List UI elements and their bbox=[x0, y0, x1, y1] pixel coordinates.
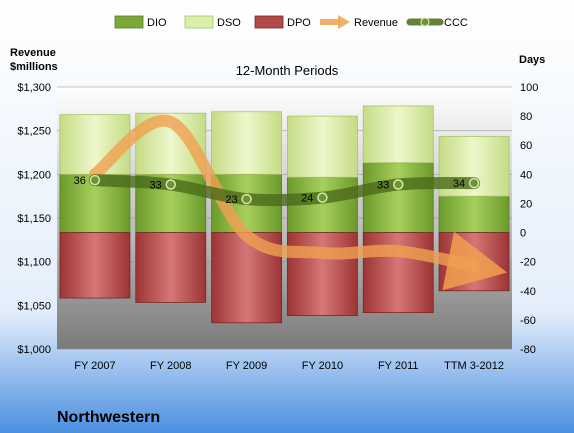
x-tick-label: FY 2007 bbox=[74, 360, 115, 372]
y-right-tick-label: -60 bbox=[520, 315, 536, 327]
ccc-point bbox=[241, 193, 252, 205]
ccc-data-label: 36 bbox=[74, 175, 86, 187]
y-left-label-line1: Revenue bbox=[10, 47, 56, 59]
revenue-line bbox=[88, 114, 508, 291]
legend-label-revenue: Revenue bbox=[354, 17, 398, 29]
y-left-tick-label: $1,300 bbox=[17, 82, 51, 94]
legend-swatch-dpo bbox=[254, 15, 284, 29]
y-right-tick-label: -20 bbox=[520, 257, 536, 269]
bar-dpo bbox=[362, 232, 434, 314]
bar-dso bbox=[211, 111, 282, 175]
legend-swatch-dso bbox=[184, 15, 214, 29]
ccc-point bbox=[317, 192, 328, 203]
y-right-tick-label: 0 bbox=[520, 228, 526, 240]
ccc-data-label: 34 bbox=[453, 178, 465, 190]
legend-swatch-revenue-head bbox=[338, 15, 350, 29]
legend-swatch-ccc-marker bbox=[420, 17, 430, 27]
bar-dso bbox=[287, 115, 358, 178]
y-right-tick-label: 20 bbox=[520, 198, 532, 210]
y-right-tick-label: -80 bbox=[520, 344, 536, 356]
y-left-tick-label: $1,250 bbox=[17, 126, 51, 138]
chart-title: 12-Month Periods bbox=[236, 63, 339, 78]
bar-dio bbox=[362, 162, 434, 233]
x-tick-label: FY 2011 bbox=[378, 360, 419, 372]
bar-dio bbox=[438, 195, 510, 233]
x-tick-label: FY 2008 bbox=[150, 360, 191, 372]
y-left-tick-label: $1,000 bbox=[17, 344, 51, 356]
x-tick-label: FY 2010 bbox=[302, 360, 343, 372]
ccc-point bbox=[468, 177, 480, 189]
axes: $1,000 $1,050 $1,100 $1,150 $1,200 $1,250 $1,3… bbox=[17, 82, 538, 372]
y-right-tick-label: 80 bbox=[520, 111, 532, 123]
ccc-data-label: 33 bbox=[150, 180, 162, 192]
y-right-label: Days bbox=[519, 54, 545, 66]
legend-label-dso: DSO bbox=[217, 17, 241, 29]
y-left-tick-label: $1,050 bbox=[17, 300, 51, 312]
y-right-tick-label: 60 bbox=[520, 140, 532, 152]
ccc-line bbox=[88, 174, 481, 207]
ccc-data-label: 24 bbox=[301, 193, 313, 205]
y-left-tick-label: $1,150 bbox=[17, 213, 51, 225]
ccc-data-label: 23 bbox=[225, 194, 237, 206]
y-right-tick-label: 40 bbox=[520, 169, 532, 181]
ccc-point bbox=[89, 174, 101, 186]
ccc-point bbox=[165, 179, 176, 190]
lines: 36 33 23 24 33 34 bbox=[74, 114, 508, 291]
x-tick-label: TTM 3-2012 bbox=[444, 360, 504, 372]
legend-label-dio: DIO bbox=[147, 17, 167, 29]
legend: DIO DSO DPO Revenue CCC bbox=[114, 15, 468, 29]
bar-dpo bbox=[59, 232, 131, 299]
bar-dpo bbox=[135, 232, 207, 303]
legend-label-ccc: CCC bbox=[444, 17, 468, 29]
bars bbox=[59, 105, 510, 324]
ccc-data-label: 33 bbox=[377, 180, 389, 192]
x-tick-label: FY 2009 bbox=[226, 360, 267, 372]
y-left-tick-label: $1,200 bbox=[17, 169, 51, 181]
bar-dso bbox=[362, 105, 434, 164]
company-name: Northwestern bbox=[57, 409, 160, 426]
y-right-tick-label: -40 bbox=[520, 286, 536, 298]
legend-swatch-dio bbox=[114, 15, 144, 29]
legend-label-dpo: DPO bbox=[287, 17, 311, 29]
y-right-tick-label: 100 bbox=[520, 82, 538, 94]
y-left-tick-label: $1,100 bbox=[17, 257, 51, 269]
ccc-point bbox=[393, 179, 404, 190]
bar-dpo bbox=[287, 232, 358, 316]
y-left-label-line2: $millions bbox=[10, 61, 58, 73]
